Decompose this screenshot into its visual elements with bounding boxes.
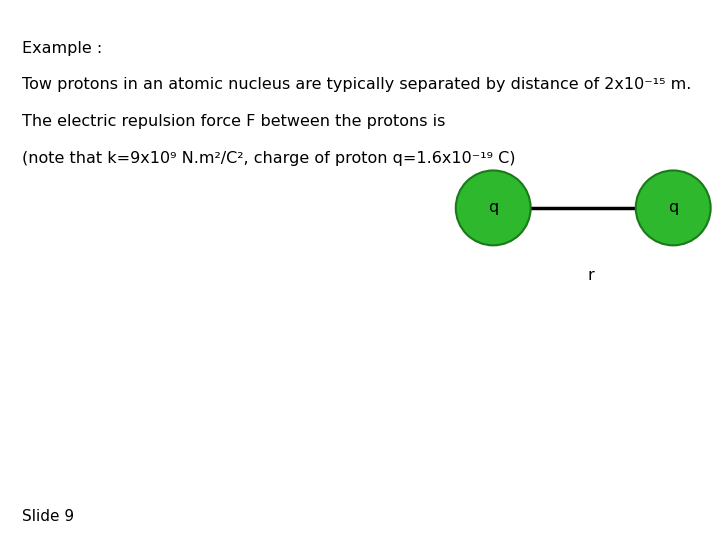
Text: The electric repulsion force F between the protons is: The electric repulsion force F between t… (22, 114, 445, 129)
Text: Example :: Example : (22, 40, 102, 56)
Text: r: r (587, 267, 594, 282)
Text: q: q (668, 200, 678, 215)
Text: Tow protons in an atomic nucleus are typically separated by distance of 2x10⁻¹⁵ : Tow protons in an atomic nucleus are typ… (22, 77, 691, 92)
Ellipse shape (636, 171, 711, 245)
Text: q: q (488, 200, 498, 215)
Text: Slide 9: Slide 9 (22, 509, 73, 524)
Text: (note that k=9x10⁹ N.m²/C², charge of proton q=1.6x10⁻¹⁹ C): (note that k=9x10⁹ N.m²/C², charge of pr… (22, 151, 515, 166)
Ellipse shape (456, 171, 531, 245)
